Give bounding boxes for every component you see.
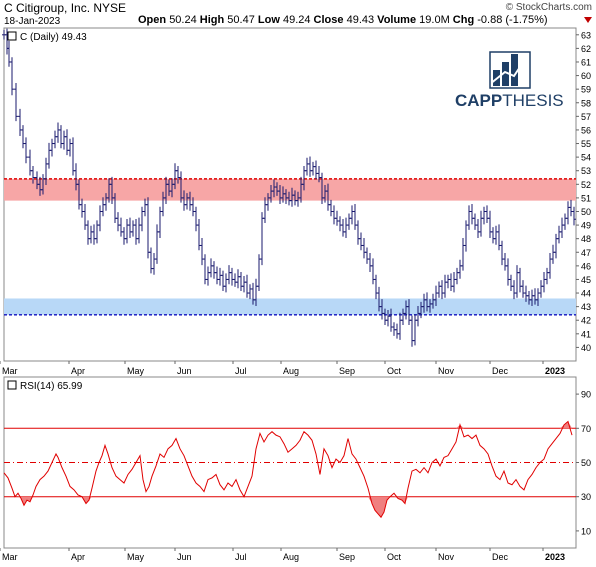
rsi-tick-label: 30	[581, 492, 591, 502]
logo-trend	[489, 57, 527, 85]
brand-credit[interactable]: © StockCharts.com	[505, 2, 592, 13]
month-label: Oct	[387, 552, 402, 562]
price-tick-label: 55	[581, 139, 591, 149]
close-label: Close	[313, 14, 344, 26]
resistance-zone	[4, 178, 576, 201]
rsi-tick-label: 10	[581, 526, 591, 536]
price-legend: C (Daily) 49.43	[20, 32, 87, 43]
low-label: Low	[257, 14, 280, 26]
ohlc-readout: Open 50.24 High 50.47 Low 49.24 Close 49…	[138, 14, 548, 26]
month-label: Jul	[235, 366, 247, 376]
month-label: Apr	[71, 366, 85, 376]
price-tick-label: 46	[581, 261, 591, 271]
rsi-legend: RSI(14) 65.99	[20, 381, 83, 392]
month-label: Oct	[387, 366, 402, 376]
month-label: Aug	[283, 552, 299, 562]
price-tick-label: 56	[581, 125, 591, 135]
month-label: Dec	[492, 552, 509, 562]
month-label: Sep	[339, 552, 355, 562]
volume-value: 19.0M	[419, 14, 450, 26]
price-tick-label: 51	[581, 193, 591, 203]
month-label: 2023	[545, 366, 565, 376]
rsi-tick-label: 50	[581, 458, 591, 468]
chg-value: -0.88 (-1.75%)	[477, 14, 548, 26]
chg-label: Chg	[452, 14, 475, 26]
price-series	[2, 28, 576, 347]
month-label: Nov	[438, 366, 455, 376]
low-value: 49.24	[282, 14, 311, 26]
open-label: Open	[138, 14, 167, 26]
month-label: Jun	[177, 366, 192, 376]
quote-date: 18-Jan-2023	[4, 16, 61, 27]
price-tick-label: 63	[581, 30, 591, 40]
month-label: Nov	[438, 552, 455, 562]
price-tick-label: 60	[581, 71, 591, 81]
logo-bar	[511, 54, 518, 86]
month-label: Jun	[177, 552, 192, 562]
price-tick-label: 41	[581, 329, 591, 339]
capp-logo: CAPPTHESIS	[455, 51, 564, 110]
month-label: Mar	[2, 366, 18, 376]
logo-frame	[489, 51, 531, 89]
price-tick-label: 50	[581, 207, 591, 217]
month-label: Dec	[492, 366, 509, 376]
price-tick-label: 45	[581, 275, 591, 285]
logo-text-a: CAPP	[455, 91, 502, 110]
chart-header: C Citigroup, Inc. NYSE 18-Jan-2023 Open …	[0, 0, 596, 30]
month-label: Aug	[283, 366, 299, 376]
price-tick-label: 40	[581, 343, 591, 353]
month-label: Sep	[339, 366, 355, 376]
close-value: 49.43	[346, 14, 375, 26]
month-label: 2023	[545, 552, 565, 562]
rsi-line	[3, 420, 573, 519]
price-tick-label: 62	[581, 44, 591, 54]
legend-swatch	[7, 380, 17, 390]
price-tick-label: 54	[581, 153, 591, 163]
month-label: Jul	[235, 552, 247, 562]
open-value: 50.24	[169, 14, 197, 26]
price-tick-label: 48	[581, 234, 591, 244]
logo-text: CAPPTHESIS	[455, 91, 564, 110]
price-tick-label: 47	[581, 248, 591, 258]
logo-text-b: THESIS	[502, 91, 563, 110]
month-label: May	[127, 366, 145, 376]
chevron-down-icon[interactable]	[584, 17, 592, 23]
logo-bar	[502, 62, 509, 86]
price-tick-label: 53	[581, 166, 591, 176]
price-tick-label: 44	[581, 289, 591, 299]
legend-swatch	[7, 31, 17, 41]
rsi-tick-label: 70	[581, 424, 591, 434]
price-tick-label: 58	[581, 98, 591, 108]
price-tick-label: 43	[581, 302, 591, 312]
price-tick-label: 42	[581, 316, 591, 326]
month-label: May	[127, 552, 145, 562]
price-tick-label: 61	[581, 57, 591, 67]
volume-label: Volume	[377, 14, 417, 26]
high-label: High	[199, 14, 225, 26]
month-label: Apr	[71, 552, 85, 562]
price-tick-label: 52	[581, 180, 591, 190]
price-tick-label: 57	[581, 112, 591, 122]
symbol-title: C Citigroup, Inc. NYSE	[4, 1, 127, 15]
price-tick-label: 59	[581, 85, 591, 95]
month-label: Mar	[2, 552, 18, 562]
rsi-tick-label: 90	[581, 390, 591, 400]
high-value: 50.47	[227, 14, 255, 26]
support-zone	[4, 298, 576, 315]
price-tick-label: 49	[581, 221, 591, 231]
